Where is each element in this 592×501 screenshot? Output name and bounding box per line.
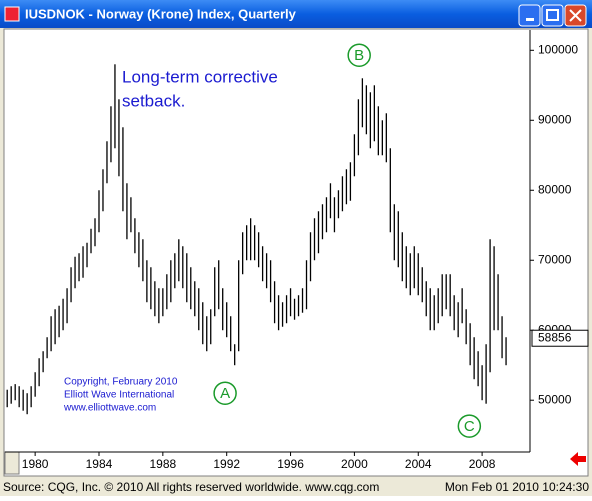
- copyright-text: www.elliottwave.com: [63, 403, 156, 414]
- wave-circle: [457, 414, 482, 438]
- status-time: Mon Feb 01 2010 10:24:30: [445, 480, 589, 494]
- maximize-icon: [546, 9, 559, 21]
- y-tick-label: 100000: [538, 42, 578, 56]
- minimize-button[interactable]: [518, 4, 541, 27]
- close-icon: [569, 9, 582, 22]
- x-tick-label: 2000: [341, 457, 368, 471]
- copyright-text: Copyright, February 2010: [64, 377, 178, 388]
- minimize-icon: [526, 18, 534, 21]
- status-bar: [0, 478, 592, 496]
- maximize-button[interactable]: [541, 4, 564, 27]
- annotation-text: setback.: [122, 91, 185, 110]
- scroll-box[interactable]: [4, 451, 20, 475]
- wave-circle: [347, 43, 371, 67]
- wave-label: C: [464, 418, 475, 435]
- title-bar: [0, 0, 592, 28]
- window-buttons: [518, 4, 587, 27]
- y-tick-label: 80000: [538, 182, 572, 196]
- y-tick-label: 90000: [538, 112, 572, 126]
- x-tick-label: 1984: [86, 457, 113, 471]
- app-icon: [4, 6, 20, 22]
- y-tick-label: 70000: [538, 252, 572, 266]
- last-value-label: 58856: [538, 330, 572, 344]
- wave-label: A: [220, 385, 230, 402]
- wave-circle: [213, 381, 237, 405]
- scroll-arrow[interactable]: [570, 452, 586, 466]
- x-tick-label: 1996: [277, 457, 304, 471]
- x-tick-label: 2004: [405, 457, 432, 471]
- status-source: Source: CQG, Inc. © 2010 All rights rese…: [3, 480, 379, 494]
- x-tick-label: 2008: [469, 457, 496, 471]
- x-tick-label: 1992: [213, 457, 240, 471]
- copyright-text: Elliott Wave International: [64, 390, 174, 401]
- last-value-box: [531, 329, 589, 347]
- annotation-text: Long-term corrective: [122, 67, 278, 86]
- x-tick-label: 1988: [149, 457, 176, 471]
- wave-label: B: [354, 47, 364, 64]
- window-title: IUSDNOK - Norway (Krone) Index, Quarterl…: [25, 6, 297, 21]
- x-tick-label: 1980: [22, 457, 49, 471]
- y-tick-label: 50000: [538, 392, 572, 406]
